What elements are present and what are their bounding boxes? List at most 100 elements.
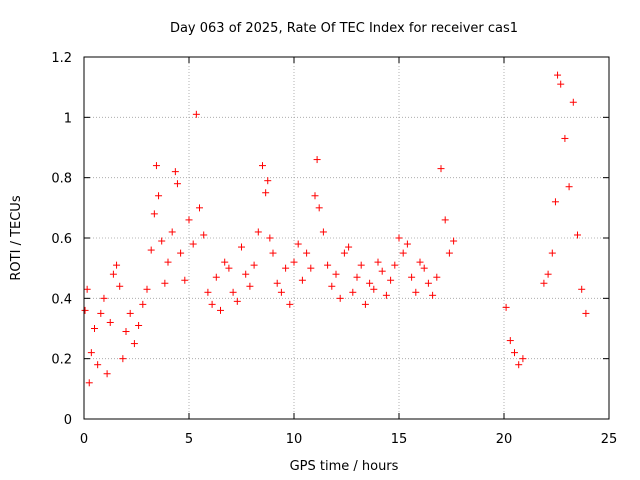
data-point <box>349 288 357 296</box>
data-point <box>412 288 420 296</box>
data-point <box>282 264 290 272</box>
data-point <box>424 279 432 287</box>
data-point <box>85 379 93 387</box>
data-point <box>269 249 277 257</box>
data-point <box>294 240 302 248</box>
data-point <box>150 210 158 218</box>
data-point <box>361 300 369 308</box>
y-tick-label: 0.4 <box>51 292 72 307</box>
data-point <box>286 300 294 308</box>
data-point <box>340 249 348 257</box>
data-point <box>200 231 208 239</box>
y-tick-label: 1.2 <box>51 51 72 66</box>
data-point <box>225 264 233 272</box>
grid <box>84 57 609 419</box>
data-point <box>313 156 321 164</box>
data-point <box>519 355 527 363</box>
data-point <box>116 282 124 290</box>
data-point <box>324 261 332 269</box>
data-point <box>113 261 121 269</box>
data-point <box>259 162 266 170</box>
data-point <box>242 270 250 278</box>
data-point <box>441 216 449 224</box>
data-point <box>357 261 365 269</box>
data-point <box>168 228 176 236</box>
x-tick-label: 5 <box>185 432 193 447</box>
data-point <box>582 309 590 317</box>
data-point <box>345 243 353 251</box>
data-point <box>336 294 344 302</box>
data-point <box>554 71 562 79</box>
data-point <box>382 291 390 299</box>
data-point <box>387 276 395 284</box>
x-tick-label: 25 <box>601 432 618 447</box>
data-point <box>416 258 424 266</box>
data-points <box>81 71 590 387</box>
data-point <box>399 249 407 257</box>
data-point <box>437 165 445 173</box>
data-point <box>433 273 441 281</box>
data-point <box>221 258 229 266</box>
data-point <box>109 270 117 278</box>
data-point <box>578 285 586 293</box>
data-point <box>217 306 224 314</box>
x-tick-label: 10 <box>286 432 303 447</box>
data-point <box>177 249 185 257</box>
data-point <box>135 321 143 329</box>
data-point <box>403 240 411 248</box>
data-point <box>565 183 573 191</box>
data-point <box>561 134 569 142</box>
data-point <box>106 318 114 326</box>
data-point <box>229 288 237 296</box>
data-point <box>450 237 458 245</box>
x-tick-label: 15 <box>391 432 408 447</box>
data-point <box>97 309 105 317</box>
data-point <box>158 237 166 245</box>
data-point <box>540 279 548 287</box>
data-point <box>445 249 453 257</box>
data-point <box>83 285 91 293</box>
data-point <box>130 340 138 348</box>
data-point <box>328 282 336 290</box>
data-point <box>420 264 428 272</box>
data-point <box>192 110 200 118</box>
data-point <box>238 243 245 251</box>
data-point <box>311 192 319 200</box>
data-point <box>307 264 315 272</box>
data-point <box>378 267 386 275</box>
data-point <box>262 189 270 197</box>
data-point <box>569 98 577 106</box>
data-point <box>155 192 163 200</box>
data-point <box>429 291 437 299</box>
y-tick-label: 1 <box>64 111 72 126</box>
data-point <box>391 261 399 269</box>
data-point <box>250 261 258 269</box>
x-tick-label: 0 <box>80 432 88 447</box>
data-point <box>126 309 134 317</box>
data-point <box>147 246 155 254</box>
chart-title: Day 063 of 2025, Rate Of TEC Index for r… <box>170 21 518 36</box>
y-tick-label: 0.8 <box>51 172 72 187</box>
data-point <box>370 285 378 293</box>
data-point <box>366 279 374 287</box>
data-point <box>181 276 189 284</box>
data-point <box>290 258 298 266</box>
y-tick-label: 0.2 <box>51 353 72 368</box>
data-point <box>395 234 403 242</box>
data-point <box>277 288 285 296</box>
data-point <box>332 270 340 278</box>
data-point <box>266 234 274 242</box>
data-point <box>173 180 181 188</box>
data-point <box>208 300 216 308</box>
data-point <box>189 240 197 248</box>
x-axis-label: GPS time / hours <box>290 459 399 474</box>
data-point <box>196 204 203 212</box>
data-point <box>254 228 262 236</box>
y-tick-label: 0.6 <box>51 232 72 247</box>
data-point <box>511 349 518 357</box>
data-point <box>143 285 151 293</box>
data-point <box>548 249 556 257</box>
data-point <box>171 168 179 176</box>
data-point <box>91 325 98 332</box>
